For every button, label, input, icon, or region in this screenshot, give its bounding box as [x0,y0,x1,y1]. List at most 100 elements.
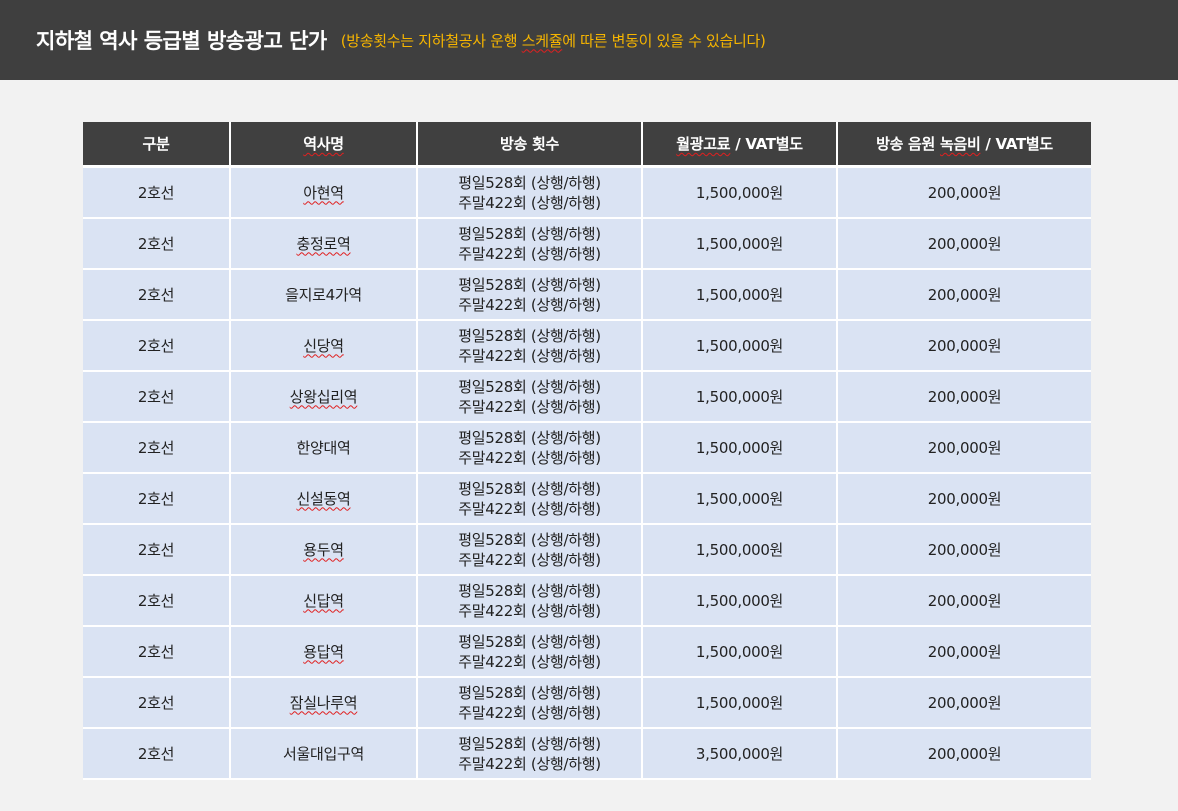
header-category: 구분 [83,122,231,168]
header-recording-fee-pre: 방송 음원 [876,135,940,153]
cell-monthly-fee: 1,500,000원 [643,321,838,372]
cell-monthly-fee: 1,500,000원 [643,525,838,576]
table-header-row: 구분 역사명 방송 횟수 월광고료 / VAT별도 방송 음원 녹음비 / VA… [83,122,1091,168]
cell-monthly-fee: 1,500,000원 [643,474,838,525]
table-row: 2호선 아현역 평일528회 (상행/하행) 주말422회 (상행/하행) 1,500,… [83,168,1091,219]
cell-line: 2호선 [83,219,231,270]
table-row: 2호선 충정로역 평일528회 (상행/하행) 주말422회 (상행/하행) 1,500… [83,219,1091,270]
price-table: 구분 역사명 방송 횟수 월광고료 / VAT별도 방송 음원 녹음비 / VA… [83,122,1091,780]
page-header: 지하철 역사 등급별 방송광고 단가 (방송횟수는 지하철공사 운행 스케쥴에 … [0,0,1178,80]
cell-monthly-fee: 1,500,000원 [643,219,838,270]
cell-station-label: 아현역 [303,183,344,202]
cell-monthly-fee: 1,500,000원 [643,678,838,729]
cell-monthly-fee: 1,500,000원 [643,270,838,321]
frequency-weekday: 평일528회 (상행/하행) [458,224,601,243]
cell-recording-fee: 200,000원 [838,270,1091,321]
cell-station-label: 잠실나루역 [289,693,358,712]
frequency-weekday: 평일528회 (상행/하행) [458,275,601,294]
cell-recording-fee: 200,000원 [838,474,1091,525]
frequency-weekend: 주말422회 (상행/하행) [458,754,601,773]
cell-station: 신설동역 [231,474,418,525]
cell-line: 2호선 [83,321,231,372]
cell-station: 잠실나루역 [231,678,418,729]
table-row: 2호선 한양대역 평일528회 (상행/하행) 주말422회 (상행/하행) 1,500… [83,423,1091,474]
cell-monthly-fee: 1,500,000원 [643,423,838,474]
table-row: 2호선 을지로4가역 평일528회 (상행/하행) 주말422회 (상행/하행) 1,5… [83,270,1091,321]
frequency-weekend: 주말422회 (상행/하행) [458,601,601,620]
frequency-weekend: 주말422회 (상행/하행) [458,652,601,671]
subtitle-pre: (방송횟수는 지하철공사 운행 [340,31,522,50]
cell-line: 2호선 [83,372,231,423]
cell-station-label: 상왕십리역 [289,387,358,406]
cell-recording-fee: 200,000원 [838,525,1091,576]
cell-frequency: 평일528회 (상행/하행) 주말422회 (상행/하행) [418,729,643,780]
frequency-weekend: 주말422회 (상행/하행) [458,244,601,263]
cell-line: 2호선 [83,678,231,729]
header-recording-fee-rest: / VAT별도 [980,135,1053,153]
frequency-weekend: 주말422회 (상행/하행) [458,550,601,569]
cell-station: 신답역 [231,576,418,627]
subtitle-marked-word: 스케쥴 [521,31,563,50]
cell-station-label: 신답역 [303,591,344,610]
table-row: 2호선 신답역 평일528회 (상행/하행) 주말422회 (상행/하행) 1,500,… [83,576,1091,627]
table-row: 2호선 신당역 평일528회 (상행/하행) 주말422회 (상행/하행) 1,500,… [83,321,1091,372]
cell-recording-fee: 200,000원 [838,372,1091,423]
cell-frequency: 평일528회 (상행/하행) 주말422회 (상행/하행) [418,627,643,678]
frequency-weekend: 주말422회 (상행/하행) [458,448,601,467]
cell-frequency: 평일528회 (상행/하행) 주말422회 (상행/하행) [418,474,643,525]
cell-monthly-fee: 1,500,000원 [643,627,838,678]
cell-station: 신당역 [231,321,418,372]
cell-monthly-fee: 3,500,000원 [643,729,838,780]
frequency-weekend: 주말422회 (상행/하행) [458,295,601,314]
cell-recording-fee: 200,000원 [838,168,1091,219]
frequency-weekday: 평일528회 (상행/하행) [458,479,601,498]
cell-recording-fee: 200,000원 [838,423,1091,474]
cell-station-label: 신설동역 [296,489,351,508]
cell-frequency: 평일528회 (상행/하행) 주말422회 (상행/하행) [418,525,643,576]
cell-recording-fee: 200,000원 [838,576,1091,627]
frequency-weekend: 주말422회 (상행/하행) [458,193,601,212]
table-row: 2호선 서울대입구역 평일528회 (상행/하행) 주말422회 (상행/하행) 3,5… [83,729,1091,780]
cell-frequency: 평일528회 (상행/하행) 주말422회 (상행/하행) [418,168,643,219]
cell-line: 2호선 [83,474,231,525]
cell-station: 상왕십리역 [231,372,418,423]
cell-frequency: 평일528회 (상행/하행) 주말422회 (상행/하행) [418,372,643,423]
cell-monthly-fee: 1,500,000원 [643,576,838,627]
cell-line: 2호선 [83,576,231,627]
header-station-name-label: 역사명 [303,135,344,153]
cell-recording-fee: 200,000원 [838,219,1091,270]
cell-station-label: 용답역 [303,642,344,661]
cell-monthly-fee: 1,500,000원 [643,372,838,423]
header-recording-fee-mark: 녹음비 [939,135,981,153]
cell-line: 2호선 [83,627,231,678]
table-row: 2호선 용답역 평일528회 (상행/하행) 주말422회 (상행/하행) 1,500,… [83,627,1091,678]
frequency-weekday: 평일528회 (상행/하행) [458,683,601,702]
cell-line: 2호선 [83,168,231,219]
header-monthly-fee-rest: / VAT별도 [730,135,803,153]
cell-recording-fee: 200,000원 [838,729,1091,780]
cell-line: 2호선 [83,270,231,321]
cell-station-label: 신당역 [303,336,344,355]
header-broadcast-count: 방송 횟수 [418,122,643,168]
cell-frequency: 평일528회 (상행/하행) 주말422회 (상행/하행) [418,576,643,627]
page-title: 지하철 역사 등급별 방송광고 단가 [36,29,327,53]
cell-station: 용답역 [231,627,418,678]
cell-frequency: 평일528회 (상행/하행) 주말422회 (상행/하행) [418,219,643,270]
cell-frequency: 평일528회 (상행/하행) 주말422회 (상행/하행) [418,678,643,729]
cell-frequency: 평일528회 (상행/하행) 주말422회 (상행/하행) [418,270,643,321]
frequency-weekend: 주말422회 (상행/하행) [458,397,601,416]
header-monthly-fee: 월광고료 / VAT별도 [643,122,838,168]
cell-line: 2호선 [83,525,231,576]
frequency-weekday: 평일528회 (상행/하행) [458,734,601,753]
table-row: 2호선 용두역 평일528회 (상행/하행) 주말422회 (상행/하행) 1,500,… [83,525,1091,576]
cell-station: 아현역 [231,168,418,219]
cell-line: 2호선 [83,423,231,474]
cell-frequency: 평일528회 (상행/하행) 주말422회 (상행/하행) [418,321,643,372]
frequency-weekday: 평일528회 (상행/하행) [458,326,601,345]
cell-station: 을지로4가역 [231,270,418,321]
cell-recording-fee: 200,000원 [838,627,1091,678]
cell-station-label: 용두역 [303,540,344,559]
table-body: 2호선 아현역 평일528회 (상행/하행) 주말422회 (상행/하행) 1,500,… [83,168,1091,780]
cell-recording-fee: 200,000원 [838,678,1091,729]
header-station-name: 역사명 [231,122,418,168]
